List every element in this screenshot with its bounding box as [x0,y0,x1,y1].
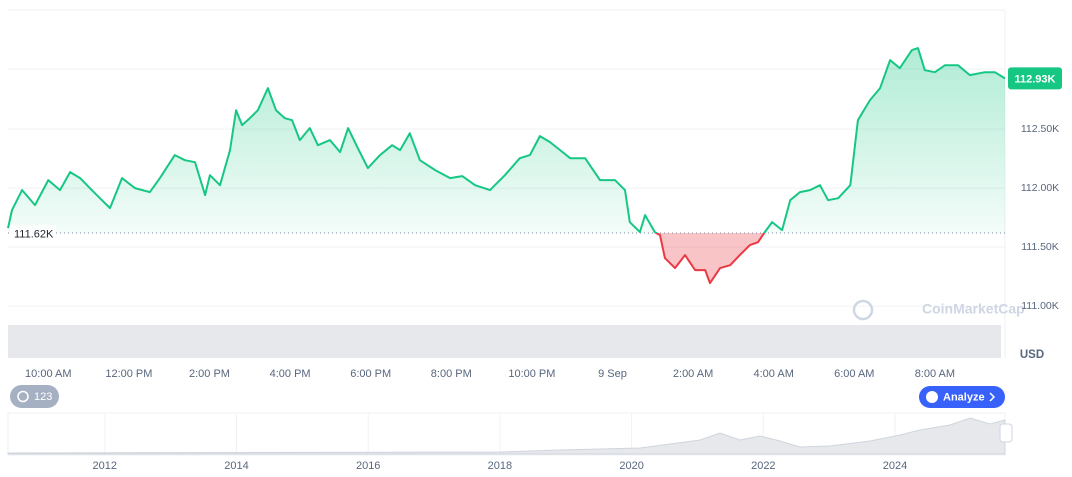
button-label: Analyze [943,391,985,403]
navigator-tick-label: 2012 [93,460,117,472]
x-tick-label: 12:00 PM [105,368,152,380]
navigator-tick-label: 2024 [883,460,907,472]
x-tick-label: 8:00 PM [431,368,472,380]
y-unit: USD [1020,349,1044,361]
x-tick-label: 6:00 AM [834,368,874,380]
watermark: CoinMarketCap [922,301,1025,317]
navigator-area [7,417,1006,455]
x-tick-label: 2:00 AM [673,368,713,380]
x-tick-label: 9 Sep [598,368,627,380]
area [8,48,1005,284]
navigator-tick-label: 2022 [751,460,775,472]
volume-band [8,325,1001,358]
last-price-label: 112.93K [1015,73,1056,85]
button-label: 123 [34,391,52,403]
navigator-tick-label: 2020 [619,460,643,472]
button-bg [10,385,59,408]
navigator-handle[interactable] [999,423,1013,443]
icon [17,390,29,403]
x-tick-label: 4:00 AM [754,368,794,380]
y-tick-label: 112.00K [1021,182,1059,194]
watermark-logo [852,299,874,321]
navigator-tick-label: 2018 [488,460,512,472]
navigator-tick-label: 2014 [224,460,248,472]
x-tick-label: 10:00 AM [25,368,71,380]
y-tick-label: 111.50K [1021,241,1059,253]
x-tick-label: 2:00 PM [189,368,230,380]
baseline-label-bg [10,224,56,240]
icon [989,392,996,402]
price-line [7,47,1006,285]
button-bg [919,386,1005,408]
x-tick-label: 4:00 PM [270,368,311,380]
icon [926,391,938,403]
analyze-button[interactable]: Analyze [919,386,1005,408]
baseline-label: 111.62K [14,228,54,240]
y-tick-label: 112.50K [1021,123,1059,135]
x-tick-label: 6:00 PM [350,368,391,380]
y-tick-label: 111.00K [1021,300,1059,312]
history-button[interactable]: 123 [10,385,59,408]
last-price-tag [1008,67,1062,90]
x-tick-label: 10:00 PM [508,368,555,380]
x-tick-label: 8:00 AM [915,368,955,380]
navigator-tick-label: 2016 [356,460,380,472]
